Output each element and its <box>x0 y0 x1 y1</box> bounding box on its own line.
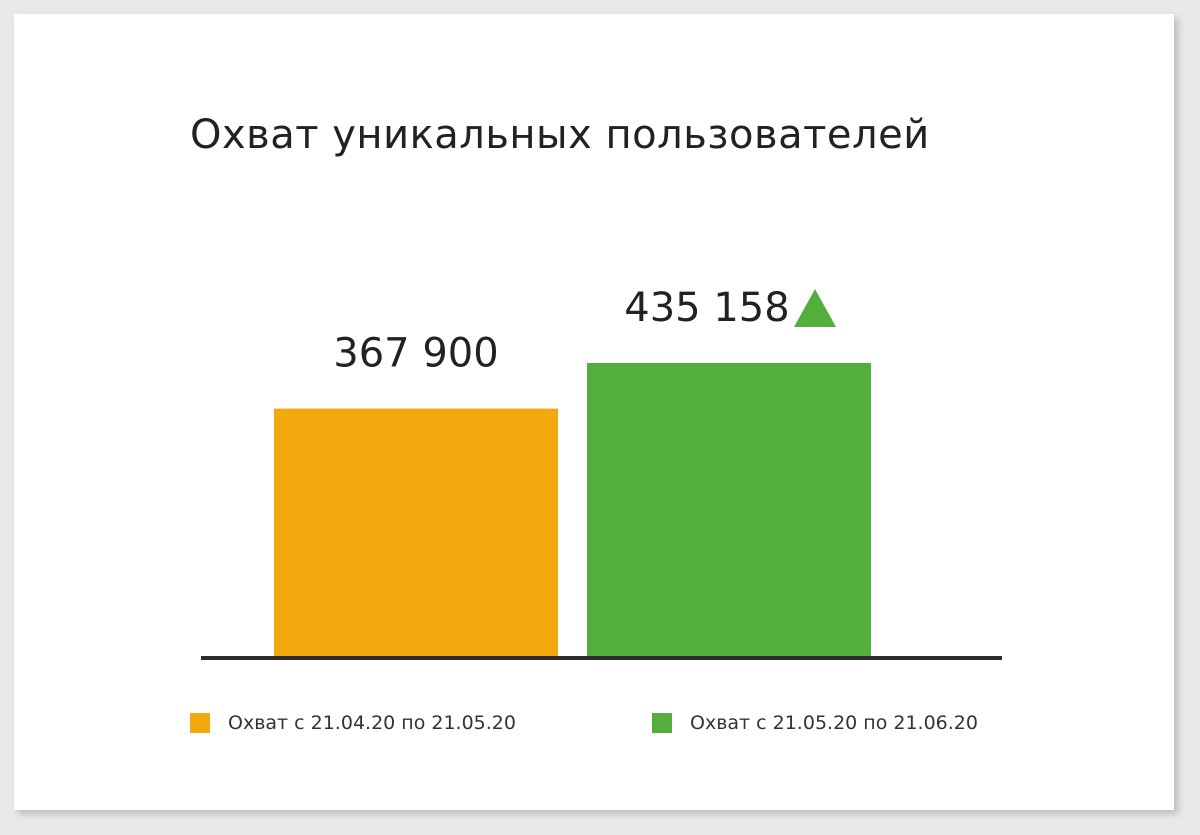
bar-chart: 367 900 435 158 <box>201 285 1002 660</box>
chart-title: Охват уникальных пользователей <box>190 112 930 158</box>
legend-swatch-1 <box>652 713 672 733</box>
data-label-0: 367 900 <box>333 331 498 377</box>
legend-item-0: Охват с 21.04.20 по 21.05.20 <box>190 708 516 738</box>
legend-swatch-0 <box>190 713 210 733</box>
bar-0 <box>274 408 558 658</box>
legend-item-1: Охват с 21.05.20 по 21.06.20 <box>652 708 978 738</box>
legend-label-1: Охват с 21.05.20 по 21.06.20 <box>690 712 978 734</box>
legend-label-0: Охват с 21.04.20 по 21.05.20 <box>228 712 516 734</box>
data-label-1: 435 158 <box>624 285 789 331</box>
bar-1 <box>587 363 871 658</box>
trend-up-icon <box>794 289 836 327</box>
chart-card: Охват уникальных пользователей 367 900 43… <box>14 14 1174 810</box>
